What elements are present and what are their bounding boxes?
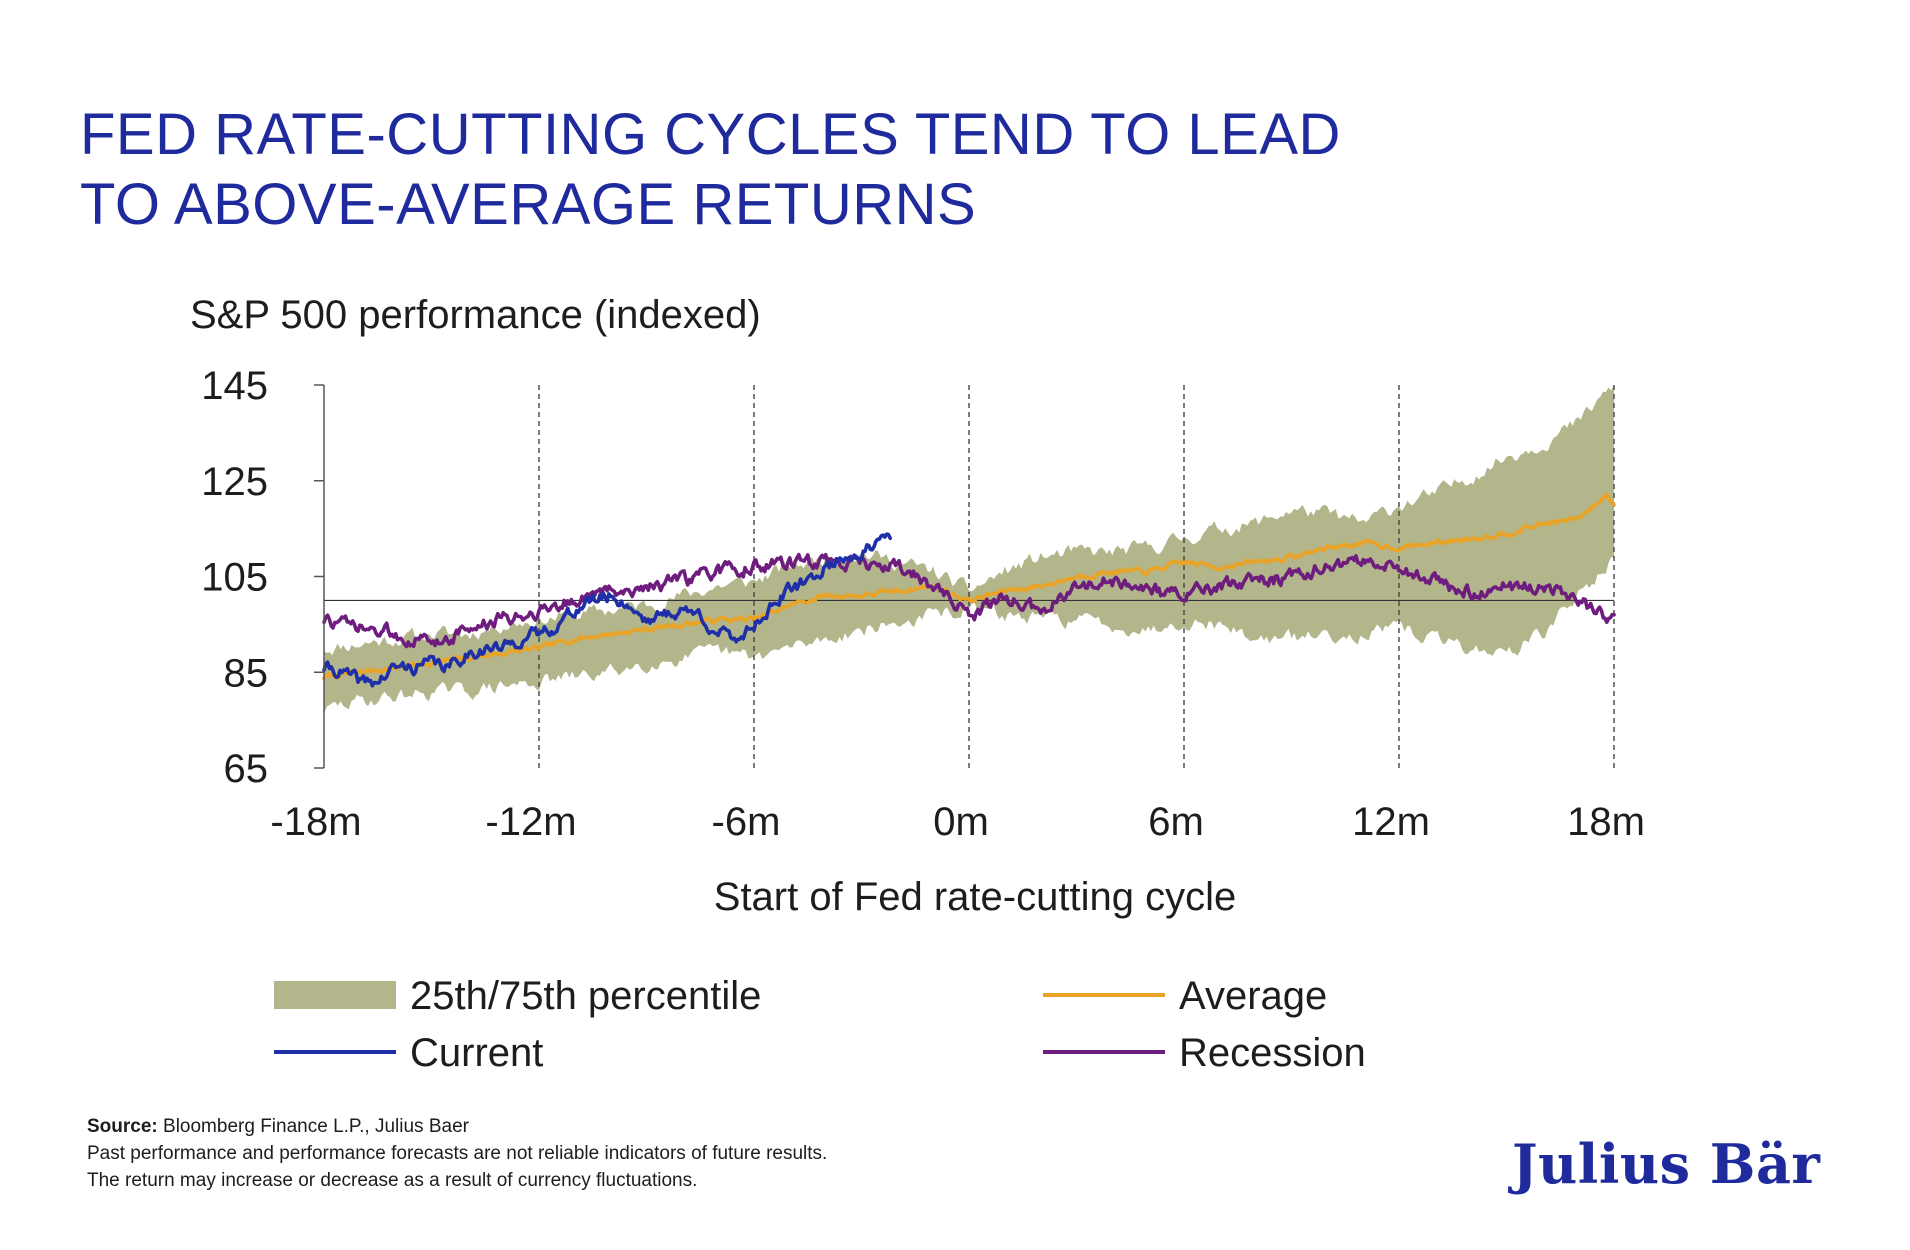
title-line-2: TO ABOVE-AVERAGE RETURNS — [80, 172, 977, 237]
series-line-average — [322, 492, 1616, 681]
x-tick-label: 6m — [1148, 800, 1204, 844]
chart-title: FED RATE-CUTTING CYCLES TEND TO LEAD TO … — [80, 100, 1580, 240]
y-tick-label: 105 — [201, 556, 268, 600]
series-line-current — [322, 532, 893, 688]
x-tick-label: 18m — [1567, 800, 1645, 844]
y-tick-label: 65 — [224, 747, 269, 791]
disclaimer-line-1: Past performance and performance forecas… — [87, 1143, 828, 1164]
legend-label: 25th/75th percentile — [410, 974, 761, 1018]
y-tick-label: 145 — [201, 364, 268, 408]
x-tick-label: 12m — [1352, 800, 1430, 844]
x-tick-label: -18m — [270, 800, 361, 844]
y-tick-label: 85 — [224, 651, 269, 695]
legend-swatch-band — [274, 981, 396, 1009]
series-line-recession — [322, 552, 1616, 649]
chart-subtitle: S&P 500 performance (indexed) — [190, 293, 761, 337]
x-tick-label: -12m — [485, 800, 576, 844]
julius-baer-logo: Julius Bär — [1512, 1132, 1821, 1196]
source-text: Bloomberg Finance L.P., Julius Baer — [157, 1116, 469, 1137]
disclaimer-line-2: The return may increase or decrease as a… — [87, 1170, 698, 1191]
title-line-1: FED RATE-CUTTING CYCLES TEND TO LEAD — [80, 102, 1341, 167]
legend-label: Average — [1179, 974, 1327, 1018]
legend-label: Current — [410, 1031, 543, 1075]
source-note: Source: Bloomberg Finance L.P., Julius B… — [87, 1113, 827, 1194]
x-axis-title: Start of Fed rate-cutting cycle — [714, 875, 1236, 919]
x-tick-label: 0m — [933, 800, 989, 844]
y-tick-label: 125 — [201, 460, 268, 504]
x-tick-label: -6m — [712, 800, 781, 844]
legend-label: Recession — [1179, 1031, 1366, 1075]
source-label: Source: — [87, 1116, 158, 1137]
source-line: Source: Bloomberg Finance L.P., Julius B… — [87, 1113, 827, 1140]
